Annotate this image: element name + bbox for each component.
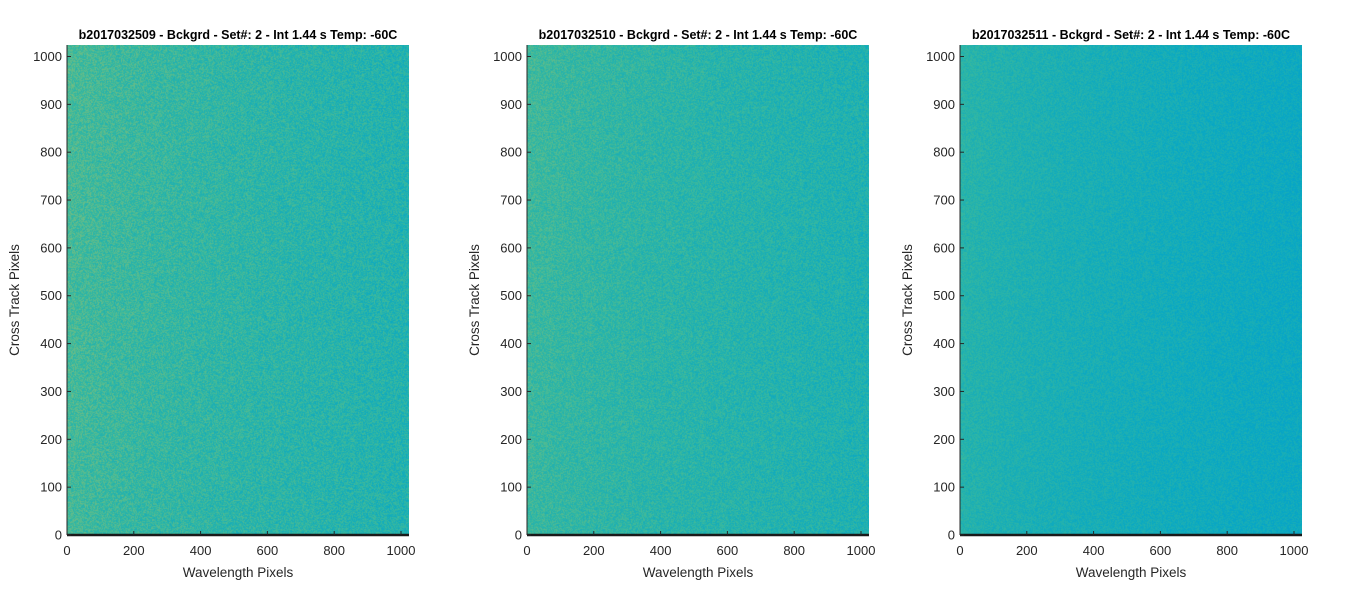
y-axis-label: Cross Track Pixels xyxy=(467,244,482,356)
x-tick-label: 200 xyxy=(123,543,145,558)
y-tick-label: 300 xyxy=(933,384,955,399)
y-tick-label: 900 xyxy=(500,97,522,112)
y-tick-label: 700 xyxy=(40,193,62,208)
x-tick-label: 1000 xyxy=(387,543,416,558)
y-tick-label: 500 xyxy=(40,288,62,303)
x-tick-label: 400 xyxy=(650,543,672,558)
x-tick-label: 0 xyxy=(956,543,963,558)
y-tick-label: 1000 xyxy=(493,49,522,64)
y-tick-label: 700 xyxy=(933,193,955,208)
heatmap-image xyxy=(527,45,869,535)
heatmap-panel-3: 0 100 200 300 400 500 600 700 800 900 1000 0 200 400 6… xyxy=(900,28,1308,580)
y-tick-label: 1000 xyxy=(33,49,62,64)
y-tick-label: 800 xyxy=(933,145,955,160)
x-tick-label: 800 xyxy=(1216,543,1238,558)
y-tick-label: 100 xyxy=(933,480,955,495)
y-tick-label: 600 xyxy=(40,240,62,255)
y-tick-label: 1000 xyxy=(926,49,955,64)
heatmap-image xyxy=(960,45,1302,535)
y-tick-label: 800 xyxy=(40,145,62,160)
y-tick-label: 200 xyxy=(933,432,955,447)
y-tick-label: 600 xyxy=(500,240,522,255)
heatmap-panel-2: 0 100 200 300 400 500 600 700 800 900 1000 0 200 400 6… xyxy=(467,28,875,580)
x-tick-label: 800 xyxy=(323,543,345,558)
x-tick-label: 600 xyxy=(717,543,739,558)
y-tick-label: 400 xyxy=(40,336,62,351)
y-tick-label: 0 xyxy=(55,528,62,543)
chart-title: b2017032509 - Bckgrd - Set#: 2 - Int 1.4… xyxy=(79,28,398,42)
y-tick-label: 200 xyxy=(500,432,522,447)
x-tick-label: 600 xyxy=(1150,543,1172,558)
y-tick-label: 400 xyxy=(500,336,522,351)
x-tick-label: 600 xyxy=(257,543,279,558)
y-tick-label: 800 xyxy=(500,145,522,160)
y-axis-label: Cross Track Pixels xyxy=(900,244,915,356)
x-tick-label: 400 xyxy=(1083,543,1105,558)
y-tick-label: 900 xyxy=(933,97,955,112)
y-tick-label: 300 xyxy=(500,384,522,399)
y-tick-label: 200 xyxy=(40,432,62,447)
x-tick-label: 800 xyxy=(783,543,805,558)
x-tick-label: 200 xyxy=(1016,543,1038,558)
y-tick-label: 400 xyxy=(933,336,955,351)
y-tick-label: 500 xyxy=(933,288,955,303)
y-tick-label: 0 xyxy=(948,528,955,543)
y-tick-label: 900 xyxy=(40,97,62,112)
x-tick-label: 200 xyxy=(583,543,605,558)
x-tick-label: 1000 xyxy=(1280,543,1309,558)
y-tick-label: 500 xyxy=(500,288,522,303)
y-tick-label: 300 xyxy=(40,384,62,399)
x-axis-label: Wavelength Pixels xyxy=(183,565,294,580)
x-tick-label: 0 xyxy=(523,543,530,558)
y-tick-label: 100 xyxy=(40,480,62,495)
x-axis-label: Wavelength Pixels xyxy=(1076,565,1187,580)
y-tick-label: 700 xyxy=(500,193,522,208)
heatmap-panel-1: 0 100 200 300 400 500 600 700 800 900 1000 0 200 400 6… xyxy=(7,28,415,580)
y-axis-label: Cross Track Pixels xyxy=(7,244,22,356)
y-tick-label: 100 xyxy=(500,480,522,495)
y-tick-label: 600 xyxy=(933,240,955,255)
y-tick-label: 0 xyxy=(515,528,522,543)
x-tick-label: 0 xyxy=(63,543,70,558)
x-tick-label: 1000 xyxy=(847,543,876,558)
chart-title: b2017032511 - Bckgrd - Set#: 2 - Int 1.4… xyxy=(972,28,1290,42)
x-axis-label: Wavelength Pixels xyxy=(643,565,754,580)
heatmap-image xyxy=(67,45,409,535)
x-tick-label: 400 xyxy=(190,543,212,558)
chart-title: b2017032510 - Bckgrd - Set#: 2 - Int 1.4… xyxy=(539,28,858,42)
